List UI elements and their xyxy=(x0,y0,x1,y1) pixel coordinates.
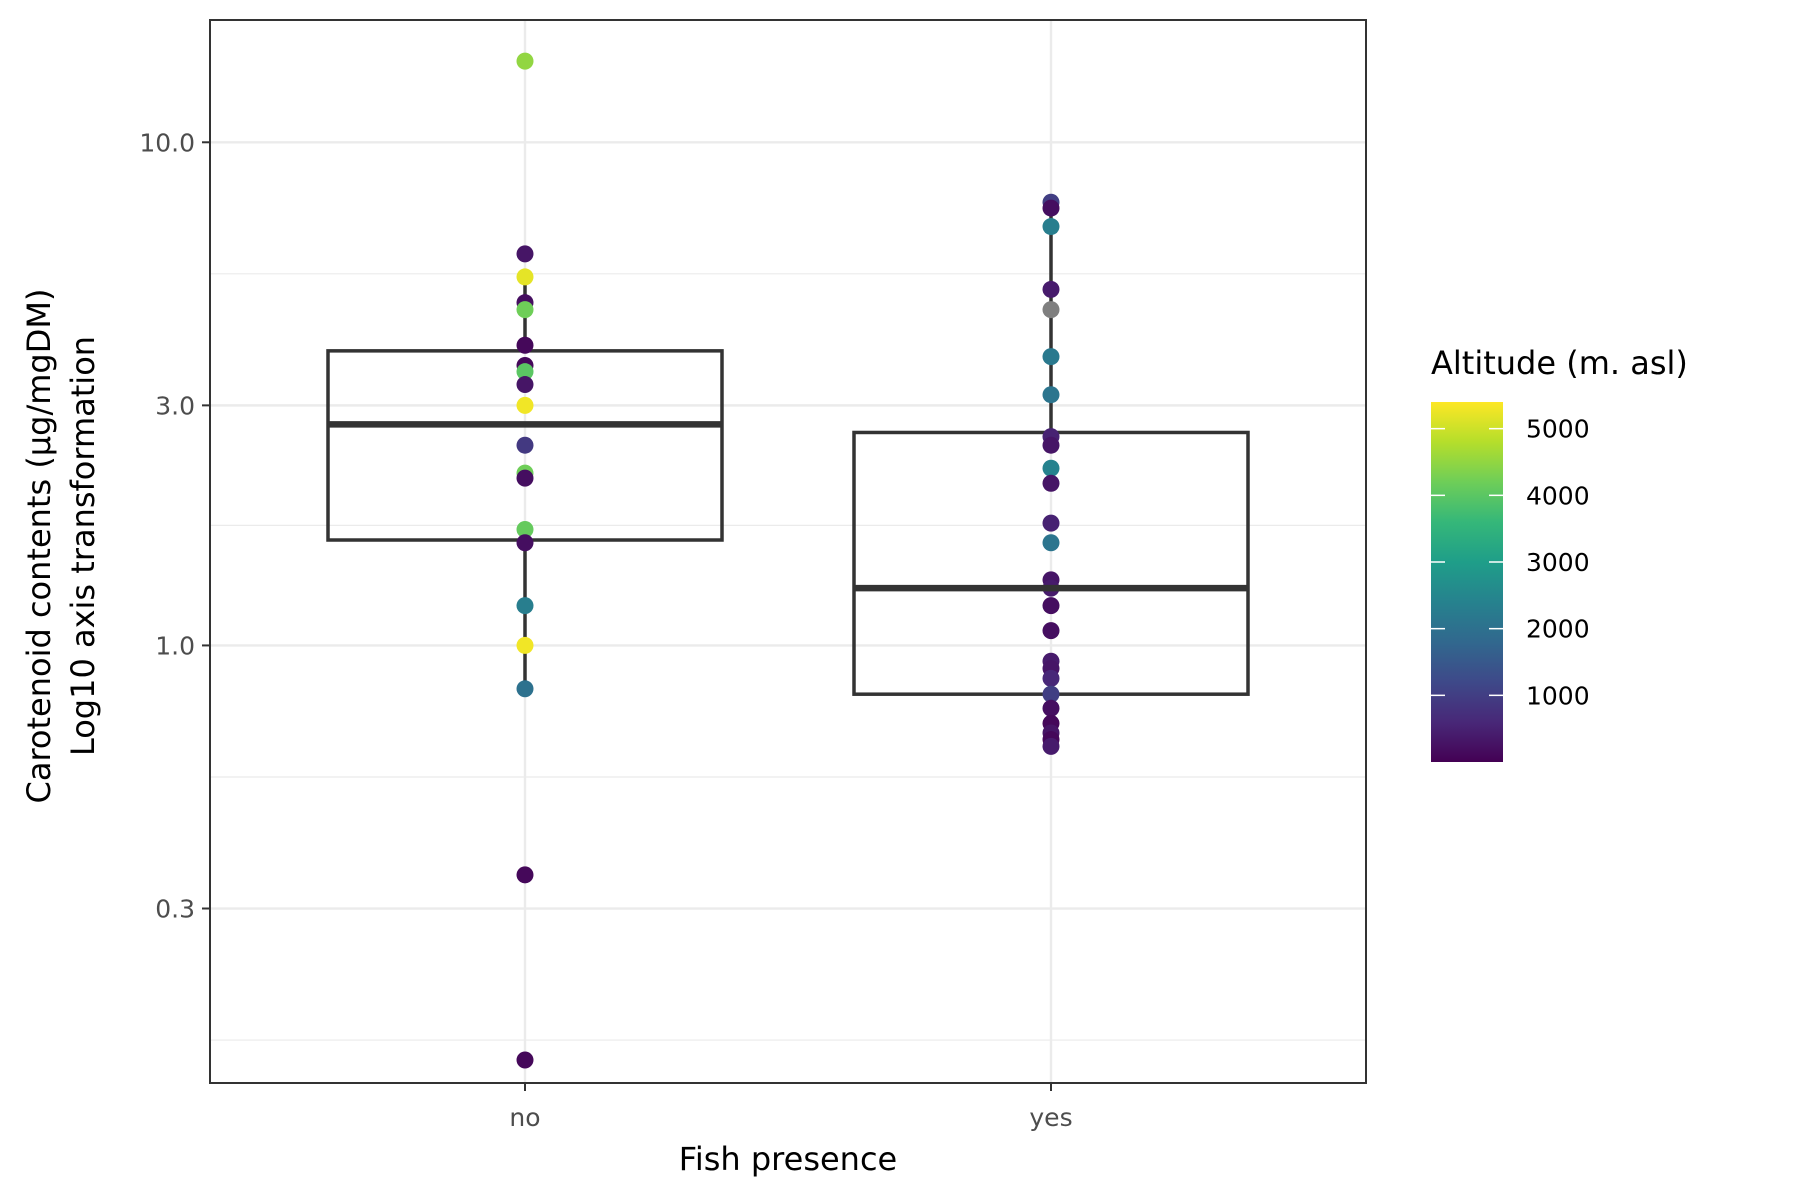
data-point xyxy=(1042,436,1060,454)
data-point xyxy=(516,597,534,615)
legend-tick-label: 5000 xyxy=(1526,415,1590,444)
data-point xyxy=(516,534,534,552)
data-point xyxy=(1042,199,1060,217)
data-point xyxy=(516,376,534,394)
data-point xyxy=(516,301,534,319)
data-point xyxy=(1042,514,1060,532)
data-point xyxy=(1042,669,1060,687)
data-point xyxy=(1042,474,1060,492)
data-point xyxy=(516,363,534,381)
y-tick-label: 0.3 xyxy=(155,895,195,924)
x-axis-title: Fish presence xyxy=(679,1140,897,1178)
data-point xyxy=(516,52,534,70)
data-point xyxy=(516,520,534,538)
data-point xyxy=(1042,737,1060,755)
y-axis: 0.3 1.0 3.0 10.0 xyxy=(139,128,210,924)
data-point xyxy=(1042,534,1060,552)
y-tick-label: 1.0 xyxy=(155,631,195,660)
plot-panel xyxy=(209,19,1367,1084)
y-axis-title-line-2: Log10 axis transformation xyxy=(64,336,102,756)
data-point xyxy=(1042,685,1060,703)
data-point xyxy=(1042,280,1060,298)
legend-title: Altitude (m. asl) xyxy=(1431,344,1688,382)
y-tick-label: 3.0 xyxy=(155,391,195,420)
x-axis: no yes xyxy=(509,1083,1073,1132)
data-point xyxy=(1042,459,1060,477)
data-point xyxy=(1042,597,1060,615)
legend-tick-label: 2000 xyxy=(1526,615,1590,644)
color-legend: Altitude (m. asl) 1000 2000 3000 4000 5000 xyxy=(1431,344,1688,762)
data-point xyxy=(516,245,534,263)
data-point xyxy=(516,436,534,454)
data-point xyxy=(516,336,534,354)
panel-border xyxy=(209,19,1367,1084)
x-tick-label: no xyxy=(509,1103,540,1132)
data-point xyxy=(1042,301,1060,319)
legend-tick-label: 3000 xyxy=(1526,548,1590,577)
data-point xyxy=(516,268,534,286)
data-point xyxy=(1042,699,1060,717)
data-point xyxy=(516,396,534,414)
data-point xyxy=(1042,348,1060,366)
data-point xyxy=(516,636,534,654)
data-point xyxy=(516,1051,534,1069)
y-axis-title-line-1: Carotenoid contents (µg/mgDM) xyxy=(20,289,58,804)
legend-tick-label: 1000 xyxy=(1526,681,1590,710)
colorbar xyxy=(1431,402,1503,762)
data-point xyxy=(516,680,534,698)
data-point xyxy=(1042,622,1060,640)
legend-tick-label: 4000 xyxy=(1526,481,1590,510)
data-point xyxy=(1042,218,1060,236)
data-point xyxy=(516,469,534,487)
y-tick-label: 10.0 xyxy=(139,128,195,157)
data-point xyxy=(516,866,534,884)
data-point xyxy=(1042,386,1060,404)
x-tick-label: yes xyxy=(1029,1103,1072,1132)
